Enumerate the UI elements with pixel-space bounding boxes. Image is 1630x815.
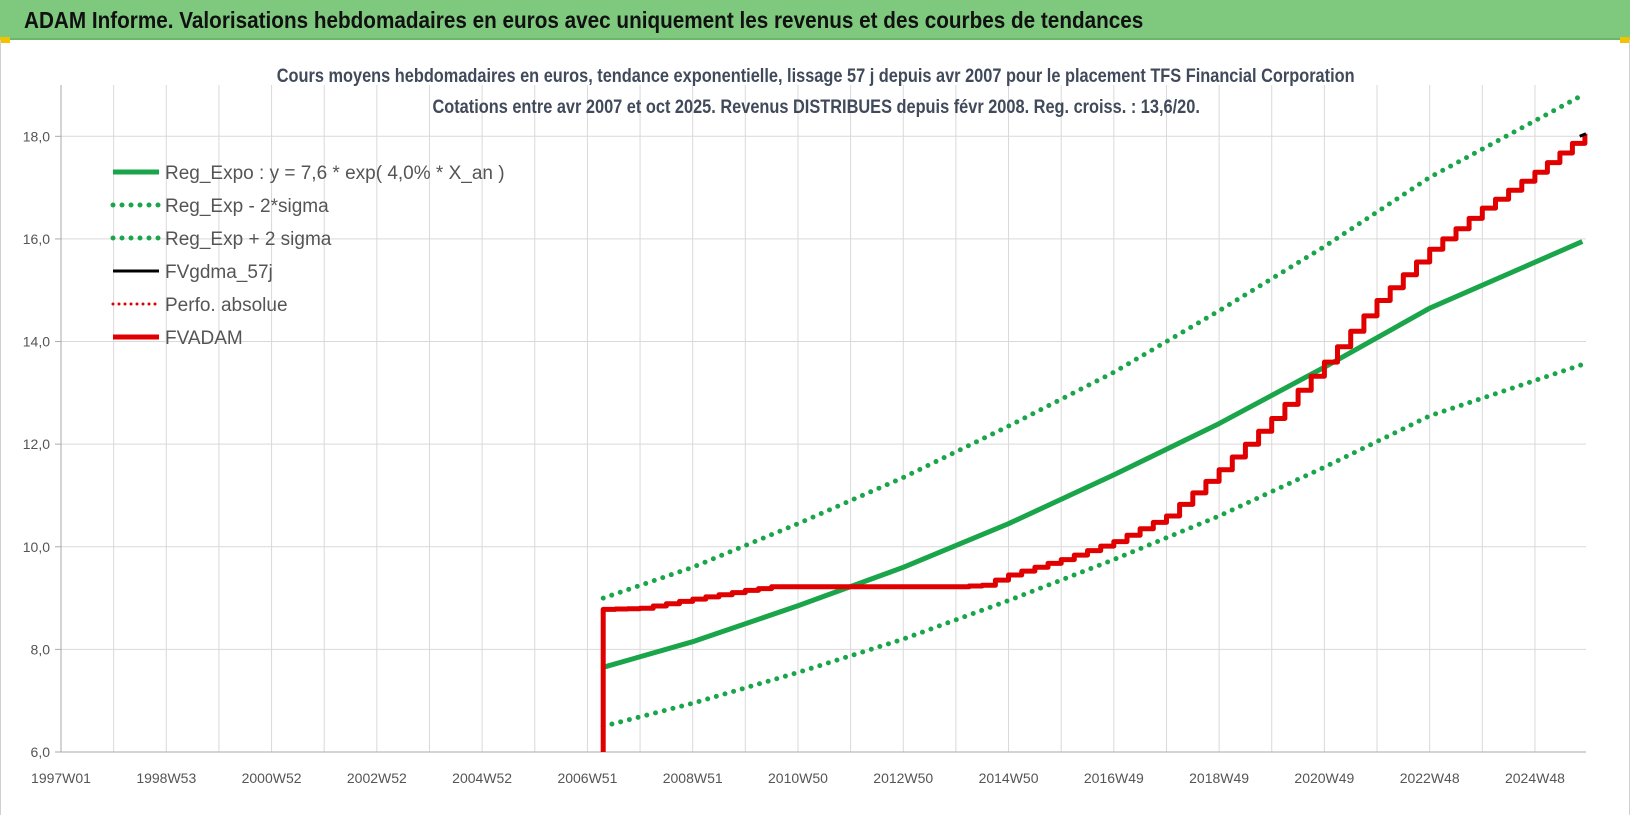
- y-tick-label: 6,0: [31, 744, 51, 760]
- y-tick-label: 8,0: [31, 641, 51, 657]
- chart-subtitle: Cotations entre avr 2007 et oct 2025. Re…: [432, 97, 1200, 118]
- chart-frame: 6,0 8,0 10,0 12,0 14,0 16,0 18,0 1997W01 1998W53…: [0, 40, 1630, 815]
- series-line-band-lower: [600, 362, 1585, 729]
- x-tick-label: 2012W50: [873, 770, 933, 786]
- x-tick-label: 2006W51: [557, 770, 617, 786]
- x-tick-label: 2000W52: [242, 770, 302, 786]
- x-tick-label: 2018W49: [1189, 770, 1249, 786]
- chart-title: Cours moyens hebdomadaires en euros, ten…: [277, 66, 1355, 87]
- x-tick-label: 1997W01: [31, 770, 91, 786]
- legend-label-band-lower: Reg_Exp - 2*sigma: [165, 196, 329, 217]
- x-tick-label: 2016W49: [1084, 770, 1144, 786]
- corner-mark-left: [0, 37, 10, 43]
- x-tick-label: 2024W48: [1505, 770, 1565, 786]
- x-tick-label: 2010W50: [768, 770, 828, 786]
- y-tick-label: 14,0: [23, 334, 50, 350]
- series-line-band-upper: [600, 92, 1585, 601]
- chart-subtitle-container: Cotations entre avr 2007 et oct 2025. Re…: [1, 97, 1630, 119]
- legend-label-band-upper: Reg_Exp + 2 sigma: [165, 229, 332, 250]
- y-tick-label: 18,0: [23, 128, 50, 144]
- x-tick-label: 2014W50: [979, 770, 1039, 786]
- chart-svg: 6,0 8,0 10,0 12,0 14,0 16,0 18,0 1997W01 1998W53…: [23, 85, 1588, 786]
- x-tick-label: 2004W52: [452, 770, 512, 786]
- x-tick-label: 2022W48: [1400, 770, 1460, 786]
- legend-label-perfo: Perfo. absolue: [165, 295, 288, 316]
- x-tick-label: 2020W49: [1294, 770, 1354, 786]
- legend-label-trend: Reg_Expo : y = 7,6 * exp( 4,0% * X_an ): [165, 163, 505, 184]
- legend-label-fvadam: FVADAM: [165, 328, 243, 349]
- y-tick-label: 16,0: [23, 231, 50, 247]
- legend-label-fvgdma: FVgdma_57j: [165, 262, 273, 283]
- chart-title-container: Cours moyens hebdomadaires en euros, ten…: [1, 66, 1630, 88]
- corner-mark-right: [1620, 37, 1630, 43]
- series-line-fvgdma: [1579, 132, 1587, 138]
- x-tick-label: 2002W52: [347, 770, 407, 786]
- app-title: ADAM Informe. Valorisations hebdomadaire…: [24, 7, 1144, 33]
- y-tick-label: 12,0: [23, 436, 50, 452]
- app-header: ADAM Informe. Valorisations hebdomadaire…: [0, 0, 1630, 40]
- y-tick-label: 10,0: [23, 539, 50, 555]
- x-tick-label: 1998W53: [136, 770, 196, 786]
- series-line-trend: [602, 239, 1584, 670]
- x-tick-label: 2008W51: [663, 770, 723, 786]
- series-line-fvadam: [600, 133, 1588, 752]
